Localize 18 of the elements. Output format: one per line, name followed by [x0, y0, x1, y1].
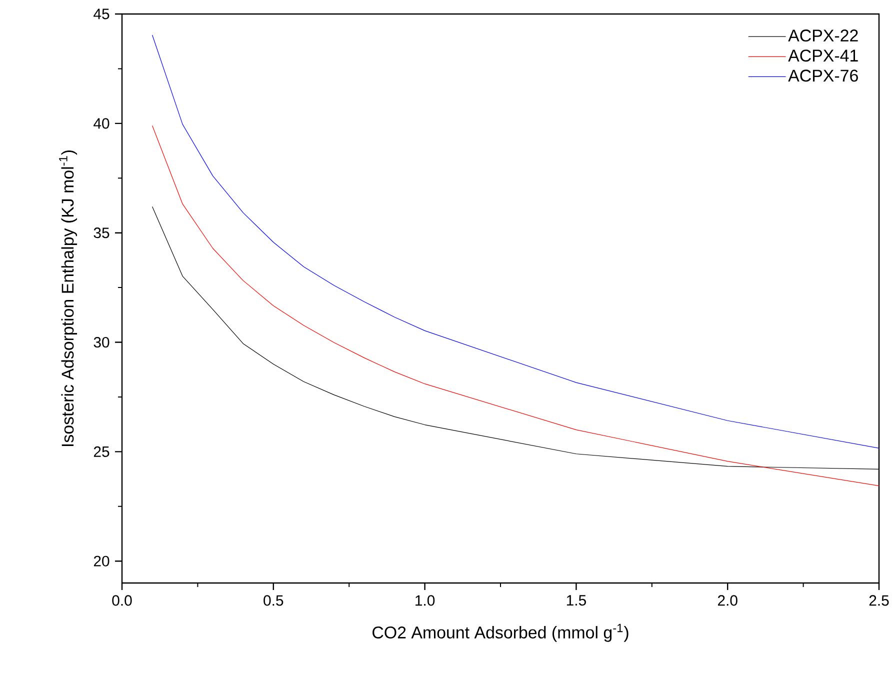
- y-tick-label: 45: [94, 8, 110, 20]
- x-tick-label: 1.5: [566, 595, 586, 606]
- x-tick-label: 0.5: [264, 595, 284, 606]
- legend-label: ACPX-22: [788, 30, 858, 42]
- x-tick-label: 0.0: [112, 595, 132, 606]
- x-tick-label: 2.5: [869, 595, 889, 606]
- legend-label: ACPX-76: [788, 70, 858, 82]
- y-tick-label: 25: [94, 446, 110, 457]
- x-tick-label: 2.0: [718, 595, 738, 606]
- y-tick-label: 30: [94, 336, 110, 348]
- y-axis-title: Isosteric Adsorption Enthalpy (KJ mol$^{-1}$): [59, 150, 78, 446]
- x-tick-label: 1.0: [416, 595, 435, 606]
- y-tick-label: 40: [94, 118, 110, 129]
- x-axis-title: CO2 Amount Adsorbed (mmol g$^{-1}$): [372, 624, 628, 642]
- y-tick-label: 35: [94, 228, 110, 238]
- legend-label: ACPX-41: [788, 50, 858, 62]
- line-series: [152, 125, 880, 486]
- y-tick-label: 20: [94, 556, 110, 566]
